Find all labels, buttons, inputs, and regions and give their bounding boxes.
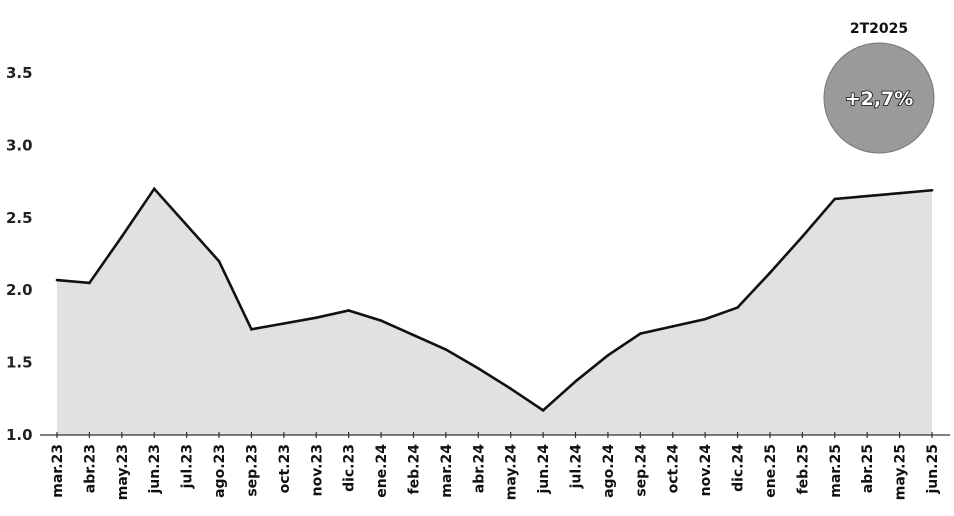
data-point [152, 187, 156, 191]
data-point [444, 348, 448, 351]
x-tick-label: nov.23 [309, 444, 325, 496]
data-point [314, 316, 318, 320]
x-tick-label: jun.24 [536, 444, 552, 495]
y-tick-label: 1.0 [6, 426, 33, 444]
data-point [412, 333, 415, 337]
x-tick-label: ago.23 [212, 444, 228, 498]
x-tick-label: oct.23 [277, 444, 293, 493]
change-badge-value: +2,7% [845, 88, 914, 110]
data-point [282, 322, 286, 325]
x-tick-marks [56, 432, 933, 438]
x-tick-label: mar.24 [439, 444, 455, 498]
data-point [88, 281, 91, 285]
x-tick-label: feb.24 [406, 444, 422, 495]
data-point [671, 325, 675, 328]
x-tick-label: abr.23 [82, 444, 98, 493]
x-tick-label: mar.23 [50, 444, 66, 498]
data-point [703, 317, 707, 321]
data-point [185, 223, 188, 227]
data-point [639, 332, 642, 335]
y-tick-label: 2.5 [6, 209, 33, 227]
x-tick-label: abr.24 [471, 444, 487, 493]
x-tick-label: may.23 [115, 444, 131, 500]
data-point [833, 197, 837, 201]
data-point [120, 235, 124, 238]
data-point [509, 387, 513, 390]
x-tick-label: mar.25 [828, 444, 844, 498]
period-label: 2T2025 [850, 21, 908, 37]
series-line [56, 186, 933, 413]
area-fill [57, 188, 932, 435]
x-tick-label: dic.24 [731, 444, 747, 492]
x-tick-label: may.24 [504, 444, 520, 501]
x-tick-label: abr.25 [860, 444, 876, 493]
y-tick-label: 1.5 [6, 354, 33, 372]
data-point [476, 367, 480, 370]
data-point [736, 306, 739, 309]
y-tick-label: 2.0 [6, 281, 33, 299]
x-tick-label: jul.24 [569, 444, 585, 490]
data-point [574, 380, 577, 383]
data-point [541, 409, 545, 412]
area-fill-group [57, 188, 932, 435]
x-tick-label: feb.25 [795, 444, 811, 494]
y-tick-label: 3.0 [6, 136, 33, 154]
x-tick-label: ago.24 [601, 444, 617, 498]
data-point [898, 191, 901, 195]
x-tick-label: jun.25 [925, 444, 941, 495]
x-tick-label: sep.23 [244, 444, 260, 497]
x-axis-labels: mar.23 abr.23 may.23 jun.23 jul.23 ago.23 sep.… [50, 444, 941, 501]
data-point [930, 188, 934, 192]
y-tick-label: 3.5 [6, 64, 33, 82]
data-point [801, 235, 804, 238]
data-point [55, 278, 59, 282]
data-point [347, 309, 350, 312]
data-point [217, 259, 221, 263]
x-tick-label: sep.24 [633, 444, 649, 497]
x-tick-label: dic.23 [342, 444, 358, 492]
x-tick-label: may.25 [893, 444, 909, 500]
data-point [865, 194, 869, 198]
x-tick-label: oct.24 [666, 444, 682, 494]
change-badge [823, 42, 935, 154]
x-tick-label: ene.25 [763, 444, 779, 498]
data-points [55, 187, 934, 412]
x-tick-label: jul.23 [180, 444, 196, 489]
y-axis-labels: 1.0 1.5 2.0 2.5 3.0 3.5 [6, 64, 33, 444]
x-tick-label: jun.23 [147, 444, 163, 495]
data-point [606, 354, 610, 357]
x-tick-label: ene.24 [374, 444, 390, 498]
data-point [250, 327, 253, 331]
x-tick-label: nov.24 [698, 444, 714, 497]
data-point [379, 319, 383, 322]
data-point [768, 271, 772, 275]
